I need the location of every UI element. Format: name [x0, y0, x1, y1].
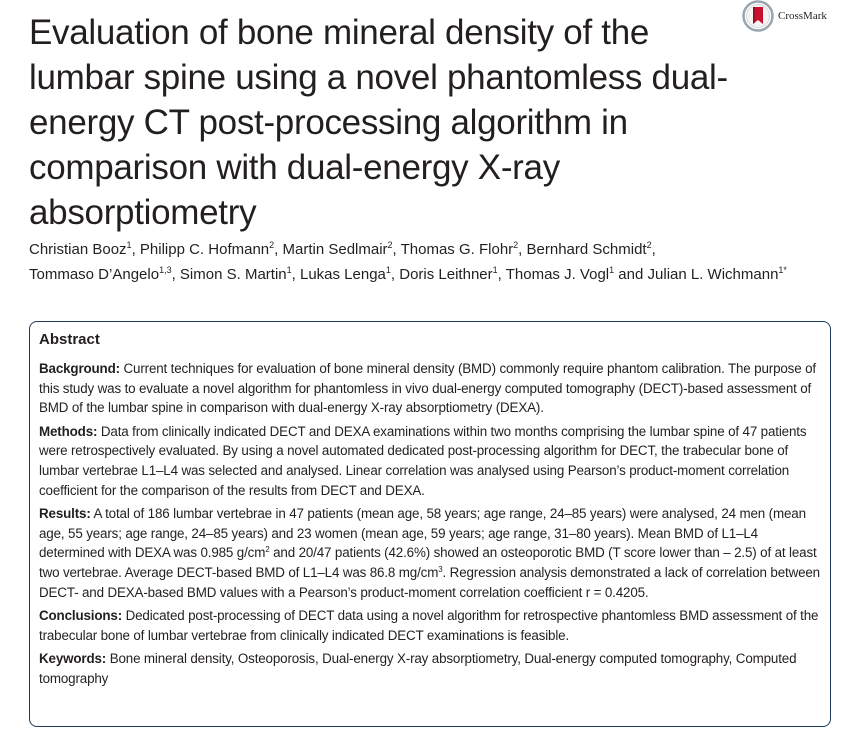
- author-separator: ,: [291, 266, 300, 283]
- background-label: Background:: [39, 361, 120, 376]
- abstract-box: Abstract Background: Current techniques …: [29, 321, 831, 727]
- author-name: Christian Booz: [29, 241, 127, 258]
- author-separator: ,: [392, 241, 401, 258]
- results-text-3: . Regression analysis demonstrated a lac…: [39, 564, 820, 600]
- results-text-2: and 20/47 patients (42.6%) showed an ost…: [39, 545, 817, 580]
- author-separator: and: [614, 266, 648, 283]
- author-separator: ,: [274, 241, 283, 258]
- results-sup-2: 3: [438, 564, 443, 574]
- author-name: Thomas G. Flohr: [400, 241, 514, 258]
- author-affiliation: 2: [269, 240, 275, 250]
- crossmark-badge[interactable]: CrossMark: [742, 0, 827, 32]
- author-name: Julian L. Wichmann: [647, 266, 779, 283]
- results-text-1: A total of 186 lumbar vertebrae in 47 pa…: [39, 506, 806, 561]
- keywords-label: Keywords:: [39, 651, 107, 667]
- author-affiliation: 2: [646, 240, 652, 250]
- author-name: Simon S. Martin: [179, 266, 287, 283]
- author-separator: ,: [131, 241, 140, 258]
- methods-label: Methods:: [39, 423, 98, 439]
- abstract-conclusions: Conclusions: Dedicated post-processing o…: [39, 606, 821, 645]
- author-list: Christian Booz1, Philipp C. Hofmann2, Ma…: [29, 237, 839, 287]
- author-name: Thomas J. Vogl: [505, 266, 610, 283]
- author-affiliation: 1: [126, 240, 132, 250]
- author-name: Doris Leithner: [399, 266, 493, 283]
- abstract-methods: Methods: Data from clinically indicated …: [39, 422, 821, 500]
- keywords-text: Bone mineral density, Osteoporosis, Dual…: [39, 651, 797, 686]
- author-separator: ,: [651, 241, 656, 258]
- author-name: Bernhard Schmidt: [526, 241, 647, 258]
- author-separator: ,: [518, 241, 527, 258]
- author-affiliation: 1,3: [159, 265, 172, 275]
- author-affiliation: 1*: [778, 265, 787, 275]
- abstract-keywords: Keywords: Bone mineral density, Osteopor…: [39, 649, 821, 688]
- article-title: Evaluation of bone mineral density of th…: [29, 13, 728, 232]
- author-name: Martin Sedlmair: [282, 241, 388, 258]
- author-affiliation: 1: [492, 265, 498, 275]
- author-affiliation: 1: [385, 265, 391, 275]
- author-name: Tommaso D’Angelo: [29, 266, 160, 283]
- results-label: Results:: [39, 506, 91, 522]
- conclusions-text: Dedicated post-processing of DECT data u…: [39, 608, 819, 643]
- abstract-background: Background: Current techniques for evalu…: [39, 359, 821, 418]
- author-affiliation: 1: [609, 265, 615, 275]
- crossmark-label[interactable]: CrossMark: [778, 10, 827, 22]
- conclusions-label: Conclusions:: [39, 608, 123, 624]
- results-sup-1: 2: [265, 545, 270, 555]
- methods-text: Data from clinically indicated DECT and …: [39, 423, 807, 498]
- author-separator: ,: [497, 266, 506, 283]
- author-separator: ,: [171, 266, 180, 283]
- author-name: Lukas Lenga: [299, 266, 386, 283]
- background-text: Current techniques for evaluation of bon…: [39, 361, 816, 416]
- author-affiliation: 2: [387, 240, 393, 250]
- abstract-heading: Abstract: [39, 331, 100, 348]
- crossmark-icon[interactable]: [742, 0, 774, 32]
- author-affiliation: 1: [286, 265, 292, 275]
- author-name: Philipp C. Hofmann: [139, 241, 270, 258]
- abstract-results: Results: A total of 186 lumbar vertebrae…: [39, 504, 821, 602]
- author-separator: ,: [390, 266, 400, 283]
- author-affiliation: 2: [513, 240, 519, 250]
